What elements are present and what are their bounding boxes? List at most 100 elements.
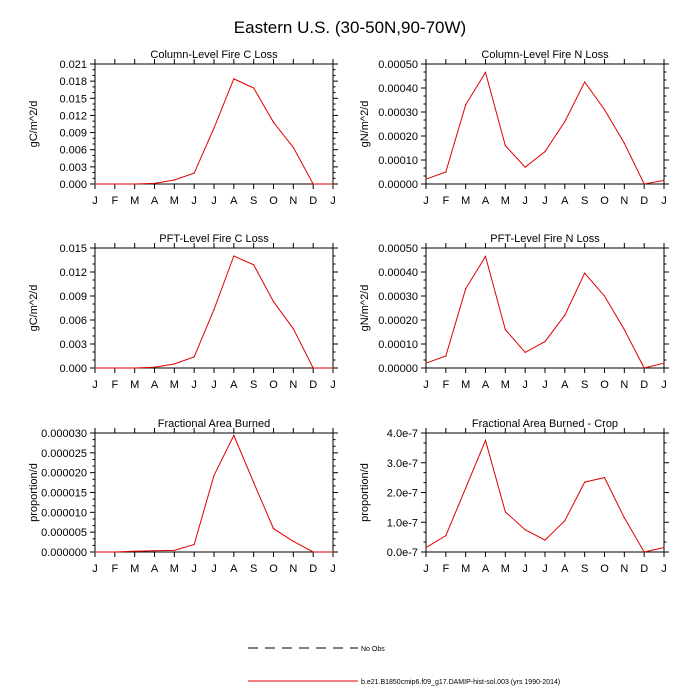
y-tick-label: 0.00010 <box>378 155 418 167</box>
x-tick-label: D <box>640 195 648 207</box>
legend-label-no-obs: No Obs <box>361 646 385 653</box>
data-point <box>253 87 255 89</box>
x-tick-label: A <box>482 379 490 391</box>
y-tick-label: 0.00050 <box>378 59 418 71</box>
x-tick-label: A <box>230 195 238 207</box>
x-tick-label: M <box>170 195 179 207</box>
panel-title: Fractional Area Burned <box>158 418 271 430</box>
y-tick-label: 0.00040 <box>378 83 418 95</box>
x-tick-label: F <box>111 563 118 575</box>
x-tick-label: J <box>92 379 98 391</box>
y-axis-label: gN/m^2/d <box>359 101 371 148</box>
data-point <box>272 301 275 303</box>
x-tick-label: M <box>501 563 510 575</box>
data-point <box>484 255 487 257</box>
x-tick-label: M <box>461 195 470 207</box>
y-tick-label: 0.000 <box>59 363 87 375</box>
data-point <box>134 183 136 185</box>
data-point <box>445 535 447 537</box>
x-tick-label: J <box>423 195 429 207</box>
x-tick-label: N <box>620 563 628 575</box>
data-point <box>173 363 175 365</box>
x-tick-label: J <box>542 379 548 391</box>
y-tick-label: 0.015 <box>59 93 87 105</box>
data-point <box>292 328 294 330</box>
data-point <box>544 341 546 343</box>
y-tick-label: 0.000025 <box>41 448 87 460</box>
x-tick-label: J <box>92 563 98 575</box>
y-axis-label: gN/m^2/d <box>359 285 371 332</box>
y-tick-label: 0.000005 <box>41 527 87 539</box>
data-point <box>312 367 314 369</box>
x-tick-label: N <box>289 195 297 207</box>
x-tick-label: S <box>581 379 588 391</box>
data-point <box>253 264 255 266</box>
data-point <box>504 329 506 331</box>
data-point <box>272 527 275 530</box>
x-tick-label: F <box>442 379 449 391</box>
x-tick-label: J <box>542 563 548 575</box>
x-tick-label: J <box>191 379 197 391</box>
data-point <box>193 543 195 546</box>
chart-panel-5: Fractional Area Burnedproportion/d0.0000… <box>28 418 338 575</box>
x-tick-label: N <box>289 563 297 575</box>
y-tick-label: 2.0e-7 <box>387 488 418 500</box>
data-point <box>425 362 427 364</box>
x-tick-label: O <box>600 563 609 575</box>
data-point <box>603 477 606 479</box>
data-point <box>445 355 447 357</box>
y-tick-label: 0.003 <box>59 162 87 174</box>
y-axis-label: gC/m^2/d <box>28 285 40 332</box>
y-tick-label: 0.00020 <box>378 131 418 143</box>
data-point <box>173 179 175 181</box>
y-tick-label: 0.00020 <box>378 315 418 327</box>
series-line <box>95 255 333 369</box>
plot-frame <box>94 247 334 369</box>
data-point <box>465 487 467 489</box>
data-point <box>233 434 235 436</box>
x-tick-label: O <box>269 563 278 575</box>
data-point <box>272 121 275 123</box>
data-point <box>153 550 156 552</box>
x-tick-label: N <box>289 379 297 391</box>
x-tick-label: M <box>130 379 139 391</box>
x-tick-label: J <box>330 379 336 391</box>
data-point <box>584 272 586 274</box>
data-point <box>484 71 487 73</box>
x-tick-label: A <box>230 563 238 575</box>
x-tick-label: A <box>482 563 490 575</box>
series-line <box>95 78 333 185</box>
x-tick-label: J <box>330 195 336 207</box>
panel-title: PFT-Level Fire C Loss <box>159 233 269 245</box>
data-point <box>292 540 294 542</box>
plot-frame <box>425 432 665 553</box>
data-point <box>643 183 645 185</box>
data-point <box>524 529 526 531</box>
y-tick-label: 0.00040 <box>378 267 418 279</box>
data-point <box>643 551 645 553</box>
y-tick-label: 0.00030 <box>378 291 418 303</box>
x-tick-label: F <box>442 195 449 207</box>
series-line <box>95 434 333 553</box>
data-point <box>114 367 116 369</box>
data-point <box>425 178 427 180</box>
x-tick-label: M <box>170 379 179 391</box>
x-tick-label: F <box>442 563 449 575</box>
data-point <box>425 546 427 549</box>
series-line <box>425 71 665 185</box>
panel-title: Fractional Area Burned - Crop <box>472 418 618 430</box>
y-tick-label: 1.0e-7 <box>387 517 418 529</box>
x-tick-label: J <box>542 195 548 207</box>
data-point <box>114 551 116 553</box>
x-tick-label: A <box>151 379 159 391</box>
y-axis-label: gC/m^2/d <box>28 101 40 148</box>
x-tick-label: J <box>191 195 197 207</box>
x-tick-label: S <box>250 563 257 575</box>
x-tick-label: D <box>309 195 317 207</box>
x-tick-label: J <box>211 563 217 575</box>
x-tick-label: M <box>170 563 179 575</box>
x-tick-label: A <box>482 195 490 207</box>
data-point <box>193 356 195 358</box>
data-point <box>544 151 546 153</box>
y-tick-label: 0.003 <box>59 339 87 351</box>
